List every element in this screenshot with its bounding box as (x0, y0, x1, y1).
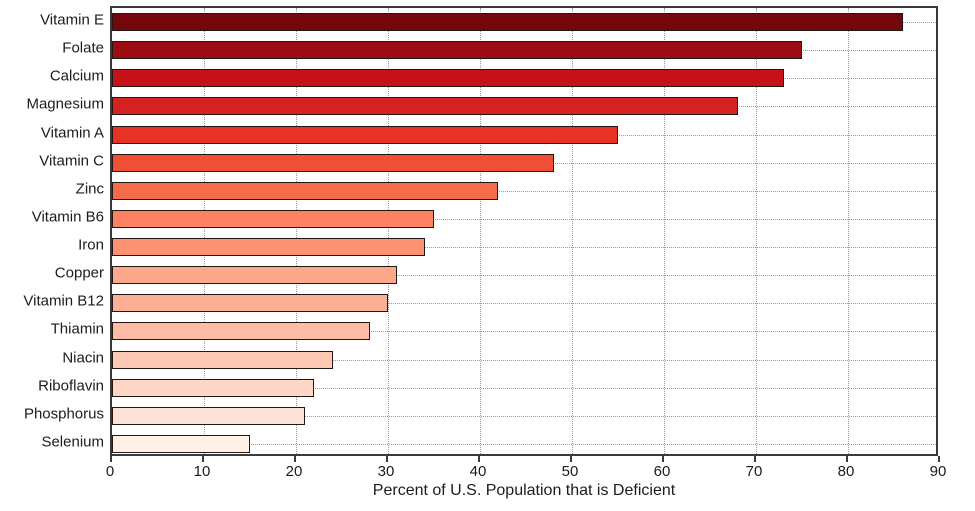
x-axis-tick-mark (386, 456, 388, 462)
y-axis-tick-label: Vitamin A (40, 124, 104, 142)
bar (112, 294, 388, 313)
gridline-vertical (388, 8, 389, 454)
bar (112, 153, 554, 172)
bar (112, 209, 434, 228)
gridline-horizontal (112, 359, 936, 361)
y-axis-tick-label: Copper (54, 264, 104, 282)
y-axis-tick-label: Vitamin C (39, 152, 104, 170)
x-axis-tick-label: 30 (377, 463, 395, 480)
y-axis-tick-label: Vitamin E (40, 11, 104, 29)
bar (112, 125, 618, 144)
bar (112, 97, 738, 116)
y-axis-tick-label: Magnesium (26, 95, 104, 113)
bar (112, 41, 802, 60)
gridline-vertical (664, 8, 665, 454)
x-axis-tick-mark (294, 456, 296, 462)
bar (112, 406, 306, 425)
bar (112, 322, 370, 341)
bar (112, 434, 250, 453)
gridline-vertical (756, 8, 757, 454)
bar (112, 350, 333, 369)
y-axis-tick-label: Thiamin (50, 320, 104, 338)
x-axis-tick-mark (110, 456, 112, 462)
y-axis-tick-label: Vitamin B12 (23, 292, 104, 310)
y-axis-tick-label: Folate (62, 39, 104, 57)
gridline-horizontal (112, 387, 936, 389)
x-axis-tick-label: 40 (469, 463, 487, 480)
gridline-horizontal (112, 303, 936, 305)
x-axis-tick-label: 0 (105, 463, 115, 480)
gridline-vertical (572, 8, 573, 454)
x-axis-tick-mark (754, 456, 756, 462)
gridline-horizontal (112, 218, 936, 220)
x-axis-tick-label: 50 (561, 463, 579, 480)
plot-area (110, 6, 938, 456)
x-axis-title: Percent of U.S. Population that is Defic… (372, 482, 676, 499)
gridline-vertical (848, 8, 849, 454)
y-axis-tick-label: Calcium (49, 67, 104, 85)
y-axis-tick-label: Iron (78, 236, 104, 254)
gridline-horizontal (112, 247, 936, 249)
y-axis-tick-label: Phosphorus (23, 405, 104, 423)
y-axis-tick-label: Niacin (62, 349, 104, 367)
y-axis-tick-label: Vitamin B6 (31, 208, 104, 226)
bar (112, 238, 425, 257)
x-axis-tick-mark (570, 456, 572, 462)
x-axis-tick-label: 10 (193, 463, 211, 480)
x-axis-tick-mark (846, 456, 848, 462)
bar (112, 266, 398, 285)
gridline-horizontal (112, 443, 936, 445)
gridline-horizontal (112, 275, 936, 277)
x-axis-tick-label: 70 (745, 463, 763, 480)
y-axis-tick-labels: Vitamin E Folate Calcium Magnesium Vitamin A… (0, 0, 110, 511)
gridline-horizontal (112, 190, 936, 192)
bar (112, 13, 904, 32)
x-axis-tick-labels: 0 10 20 30 40 50 60 70 80 90 (0, 456, 975, 486)
y-axis-tick-label: Selenium (41, 433, 104, 451)
bar (112, 378, 315, 397)
x-axis-tick-label: 60 (653, 463, 671, 480)
y-axis-tick-label: Riboflavin (38, 377, 104, 395)
gridline-vertical (204, 8, 205, 454)
x-axis-tick-mark (662, 456, 664, 462)
gridline-horizontal (112, 331, 936, 333)
x-axis-tick-label: 90 (929, 463, 947, 480)
gridline-horizontal (112, 415, 936, 417)
y-axis-tick-label: Zinc (75, 180, 104, 198)
bar (112, 69, 784, 88)
x-axis-tick-mark (478, 456, 480, 462)
x-axis-tick-mark (202, 456, 204, 462)
bar (112, 181, 499, 200)
x-axis-tick-label: 20 (285, 463, 303, 480)
x-axis-tick-mark (938, 456, 940, 462)
gridline-vertical (480, 8, 481, 454)
x-axis-tick-label: 80 (837, 463, 855, 480)
gridline-vertical (296, 8, 297, 454)
